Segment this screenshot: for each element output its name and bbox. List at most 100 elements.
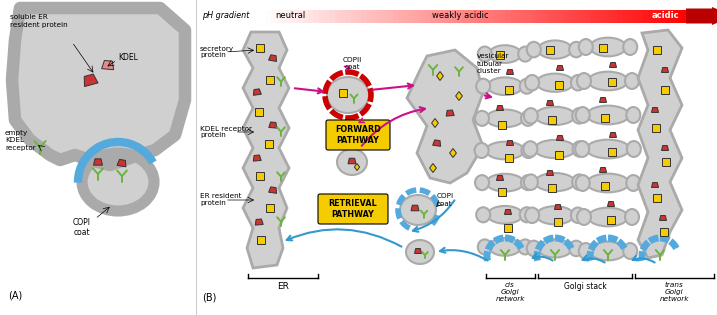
Bar — [632, 9, 639, 22]
Bar — [516, 9, 521, 22]
Ellipse shape — [82, 153, 154, 211]
Ellipse shape — [590, 38, 626, 56]
Bar — [652, 124, 660, 132]
Ellipse shape — [576, 107, 589, 123]
Bar — [318, 9, 324, 22]
Ellipse shape — [475, 175, 489, 190]
Text: cis
Golgi
network: cis Golgi network — [495, 282, 525, 302]
Bar — [377, 9, 383, 22]
Bar — [555, 81, 563, 89]
Bar — [596, 9, 602, 22]
Polygon shape — [84, 74, 98, 87]
Bar — [335, 9, 341, 22]
Text: vesicular
tubular
cluster: vesicular tubular cluster — [477, 53, 510, 74]
Bar — [313, 9, 319, 22]
Polygon shape — [269, 55, 277, 61]
Bar — [511, 9, 516, 22]
Ellipse shape — [572, 175, 586, 190]
Bar — [526, 9, 532, 22]
Bar — [660, 228, 668, 236]
Bar — [382, 9, 389, 22]
Text: Golgi stack: Golgi stack — [564, 282, 607, 291]
Bar — [498, 121, 506, 129]
Bar — [356, 9, 361, 22]
Bar — [654, 9, 660, 22]
Polygon shape — [348, 158, 356, 164]
Polygon shape — [607, 202, 614, 206]
Ellipse shape — [476, 207, 490, 222]
Ellipse shape — [524, 175, 538, 190]
Polygon shape — [243, 32, 289, 268]
Ellipse shape — [475, 143, 488, 158]
Ellipse shape — [523, 141, 538, 157]
Ellipse shape — [625, 209, 639, 225]
Bar — [419, 9, 426, 22]
Bar — [372, 9, 378, 22]
Bar — [265, 9, 271, 22]
Ellipse shape — [406, 240, 434, 264]
Bar — [505, 86, 513, 94]
FancyArrow shape — [686, 7, 717, 25]
Bar — [467, 9, 473, 22]
Bar — [351, 9, 356, 22]
Ellipse shape — [625, 73, 639, 89]
Bar — [564, 9, 569, 22]
Polygon shape — [599, 98, 607, 102]
Bar — [340, 9, 346, 22]
Polygon shape — [660, 215, 667, 220]
Bar — [661, 86, 669, 94]
Bar — [430, 9, 436, 22]
Bar — [256, 44, 264, 52]
Ellipse shape — [627, 141, 641, 157]
Polygon shape — [662, 146, 668, 151]
FancyBboxPatch shape — [318, 194, 388, 224]
Bar — [324, 9, 330, 22]
Text: COPII
coat: COPII coat — [343, 57, 361, 70]
Bar — [675, 9, 681, 22]
Bar — [601, 9, 607, 22]
Polygon shape — [102, 60, 113, 70]
Text: KDEL: KDEL — [118, 54, 138, 62]
Bar — [287, 9, 293, 22]
Polygon shape — [506, 70, 513, 74]
Bar — [542, 9, 548, 22]
Text: COPI
coat: COPI coat — [73, 218, 91, 238]
Ellipse shape — [525, 208, 539, 223]
Ellipse shape — [489, 238, 521, 256]
Bar — [457, 9, 463, 22]
Text: COPI
coat: COPI coat — [437, 193, 454, 207]
Ellipse shape — [576, 175, 589, 191]
Bar — [521, 9, 527, 22]
Ellipse shape — [518, 47, 532, 62]
Bar — [548, 184, 556, 192]
Bar — [665, 9, 670, 22]
Bar — [366, 9, 372, 22]
Bar — [292, 9, 298, 22]
Bar — [494, 9, 500, 22]
Polygon shape — [546, 170, 554, 175]
Polygon shape — [407, 50, 483, 183]
Bar — [462, 9, 468, 22]
Polygon shape — [599, 168, 607, 172]
Text: ER resident
protein: ER resident protein — [200, 193, 242, 207]
Polygon shape — [432, 118, 438, 128]
Bar — [393, 9, 399, 22]
Ellipse shape — [525, 75, 539, 90]
Polygon shape — [414, 249, 422, 254]
Ellipse shape — [486, 142, 524, 159]
Bar — [660, 9, 665, 22]
Bar — [607, 216, 615, 224]
Ellipse shape — [536, 206, 574, 224]
Bar — [548, 116, 556, 124]
Polygon shape — [662, 67, 668, 72]
Bar — [425, 9, 431, 22]
Bar — [308, 9, 314, 22]
Bar — [266, 76, 274, 84]
Text: KDEL receptor
protein: KDEL receptor protein — [200, 125, 252, 139]
Bar — [489, 9, 495, 22]
Bar — [484, 9, 490, 22]
Ellipse shape — [521, 175, 535, 190]
Polygon shape — [652, 107, 658, 112]
Bar — [505, 9, 511, 22]
Bar — [608, 148, 616, 156]
